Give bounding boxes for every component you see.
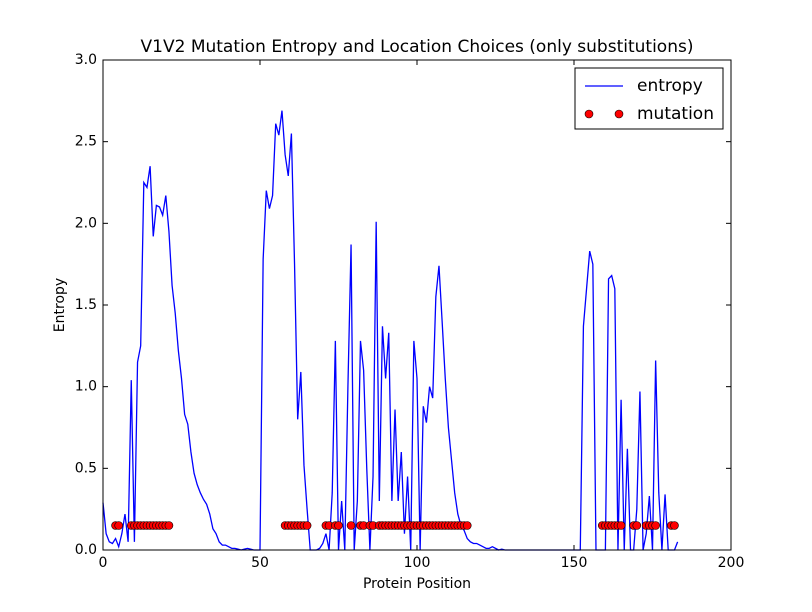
entropy-line xyxy=(102,110,679,551)
mutation-marker xyxy=(462,521,472,530)
y-tick-label: 1.0 xyxy=(75,379,97,395)
x-tick-label: 50 xyxy=(251,555,269,571)
y-tick-label: 0.5 xyxy=(75,460,97,476)
legend-label: mutation xyxy=(637,104,714,124)
legend-swatch xyxy=(584,109,594,119)
x-tick-label: 100 xyxy=(404,555,431,571)
mutation-marker xyxy=(302,521,312,530)
mutation-marker xyxy=(164,521,174,530)
chart-title: V1V2 Mutation Entropy and Location Choic… xyxy=(141,37,694,57)
legend-swatch xyxy=(614,109,624,119)
x-tick-label: 200 xyxy=(718,555,745,571)
mutation-marker xyxy=(114,521,123,530)
mutation-marker xyxy=(334,521,343,530)
y-tick-label: 2.5 xyxy=(75,134,97,150)
legend-label: entropy xyxy=(637,76,703,96)
y-tick-label: 2.0 xyxy=(75,215,97,231)
y-tick-label: 3.0 xyxy=(75,52,97,68)
y-tick-label: 0.0 xyxy=(75,542,97,558)
x-tick-label: 0 xyxy=(99,555,108,571)
x-axis-label: Protein Position xyxy=(363,576,471,592)
mutation-marker xyxy=(670,521,679,530)
mutation-marker xyxy=(632,521,642,530)
plot-frame xyxy=(102,59,732,551)
legend-box xyxy=(574,67,724,130)
y-axis-label: Entropy xyxy=(52,278,68,332)
mutation-marker xyxy=(651,521,660,530)
mutation-marker xyxy=(346,521,356,530)
x-tick-label: 150 xyxy=(561,555,588,571)
y-tick-label: 1.5 xyxy=(75,297,97,313)
mutation-marker xyxy=(616,521,626,530)
